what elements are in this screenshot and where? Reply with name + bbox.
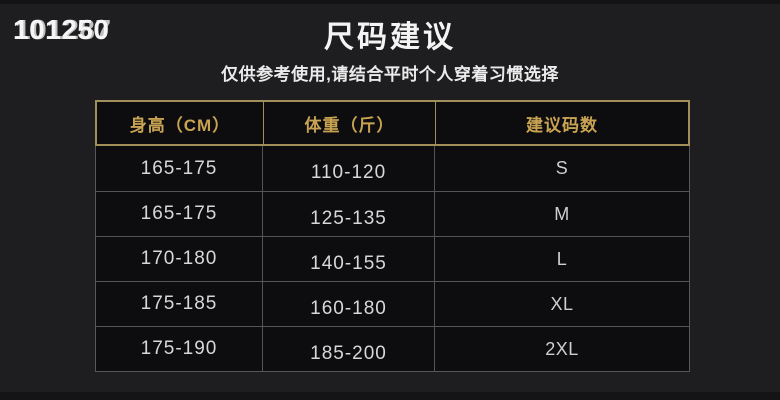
- column-header-size: 建议码数: [435, 102, 688, 144]
- frame-counter-watermark: 101287 101250: [13, 14, 143, 48]
- size-recommendation-table: 身高（CM） 体重（斤） 建议码数 165-175 110-120 S 165-…: [95, 100, 690, 372]
- top-edge-strip: [0, 0, 780, 4]
- column-header-height: 身高（CM）: [129, 115, 231, 135]
- cell-height: 175-185: [140, 293, 218, 314]
- table-body: 165-175 110-120 S 165-175 125-135 M 170-…: [96, 146, 689, 371]
- cell-size: 2XL: [434, 327, 689, 371]
- table-header-row: 身高（CM） 体重（斤） 建议码数: [95, 100, 690, 146]
- page-title: 尺码建议: [324, 21, 456, 54]
- frame-counter-text: 101250: [13, 14, 110, 45]
- column-header-weight: 体重（斤）: [263, 102, 435, 144]
- frame-counter-ghost-text: 101287: [15, 14, 112, 45]
- cell-size: S: [434, 146, 689, 191]
- table-row: 165-175 110-120 S: [96, 146, 689, 191]
- cell-weight: 140-155: [262, 237, 434, 281]
- cell-height: 175-190: [140, 338, 218, 359]
- cell-height: 165-175: [140, 157, 218, 179]
- bottom-edge-strip: [0, 392, 780, 400]
- cell-weight: 160-180: [262, 282, 434, 326]
- cell-height: 165-175: [140, 203, 218, 224]
- cell-size: XL: [434, 282, 689, 326]
- cell-height: 170-180: [140, 248, 218, 269]
- cell-weight: 185-200: [262, 327, 434, 371]
- page-subtitle: 仅供参考使用,请结合平时个人穿着习惯选择: [221, 65, 559, 84]
- table-row: 165-175 125-135 M: [96, 191, 689, 236]
- cell-weight: 110-120: [262, 146, 434, 191]
- cell-size: L: [434, 237, 689, 281]
- cell-size: M: [434, 192, 689, 236]
- table-row: 175-185 160-180 XL: [96, 281, 689, 326]
- table-row: 170-180 140-155 L: [96, 236, 689, 281]
- cell-weight: 125-135: [262, 192, 434, 236]
- table-row: 175-190 185-200 2XL: [96, 326, 689, 371]
